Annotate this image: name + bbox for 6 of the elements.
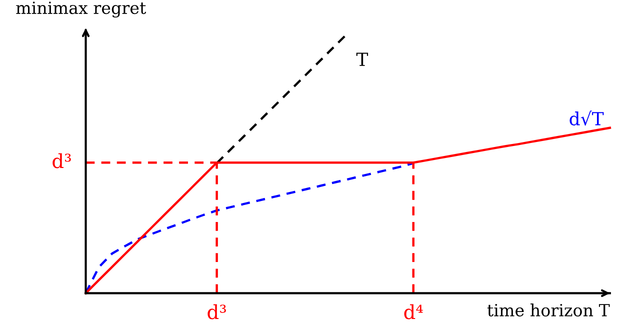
ref-line-label: d³ <box>52 153 71 168</box>
x-tick-label: d⁴ <box>404 304 423 320</box>
series-label: T <box>356 52 368 66</box>
y-axis-title: minimax regret <box>16 2 146 18</box>
x-axis-title: time horizon T <box>487 304 610 316</box>
text: d√T <box>570 110 604 126</box>
